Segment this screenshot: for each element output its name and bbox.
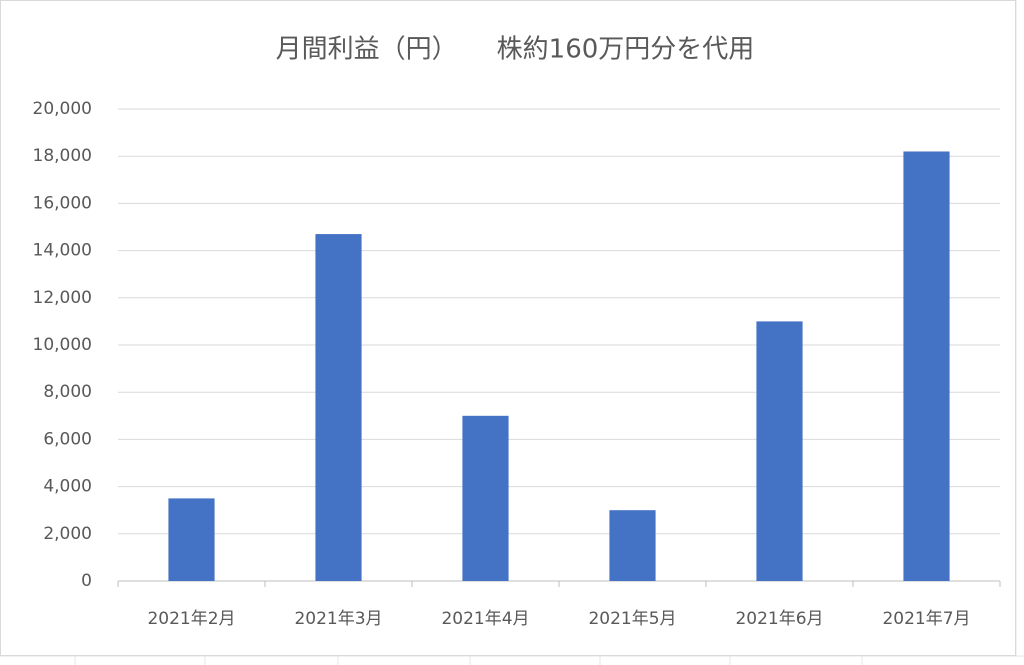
bar [462,415,509,581]
bar [609,510,656,581]
y-tick-label: 0 [81,571,92,591]
x-tick-label: 2021年2月 [147,609,235,629]
y-tick-label: 16,000 [33,193,92,213]
y-tick-label: 10,000 [33,335,92,355]
x-tick-label: 2021年3月 [294,609,382,629]
chart-border [0,0,1016,656]
y-tick-label: 8,000 [43,382,92,402]
bar [168,498,215,581]
y-tick-label: 6,000 [43,429,92,449]
chart-title: 月間利益（円） 株約160万円分を代用 [276,35,755,65]
y-tick-label: 4,000 [43,477,92,497]
bar [315,234,362,581]
x-tick-label: 2021年5月 [588,609,676,629]
y-tick-label: 2,000 [43,524,92,544]
x-tick-label: 2021年6月 [735,609,823,629]
y-tick-label: 14,000 [33,241,92,261]
bar [903,151,950,582]
x-tick-label: 2021年4月 [441,609,529,629]
y-tick-label: 18,000 [33,146,92,166]
bar [756,321,803,581]
y-tick-label: 20,000 [33,99,92,119]
x-tick-label: 2021年7月 [882,609,970,629]
y-tick-label: 12,000 [33,288,92,308]
